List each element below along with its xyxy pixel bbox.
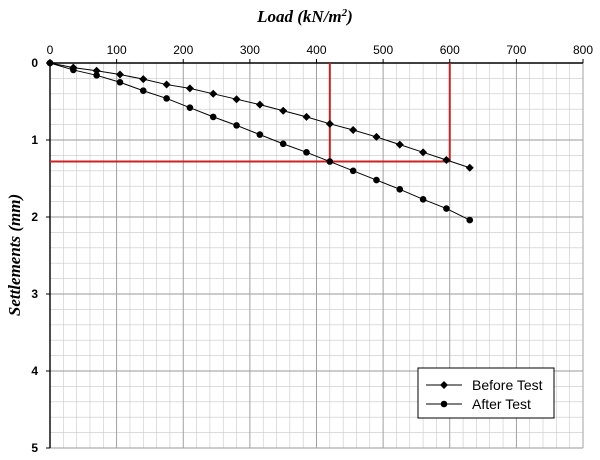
series-line xyxy=(49,62,470,221)
chart-title-superscript: 2 xyxy=(341,7,348,19)
data-point xyxy=(419,148,428,157)
data-point xyxy=(256,131,264,138)
chart-title-suffix: ) xyxy=(345,7,353,26)
legend-marker xyxy=(440,400,448,408)
data-point xyxy=(396,185,404,193)
y-tick-label: 3 xyxy=(31,287,38,301)
legend-entry: Before Test xyxy=(426,377,543,393)
data-point xyxy=(139,75,148,84)
data-point xyxy=(139,87,147,95)
data-point xyxy=(419,195,427,203)
x-tick-label: 300 xyxy=(240,43,260,57)
data-point xyxy=(442,156,451,165)
y-tick-label: 1 xyxy=(31,133,38,147)
legend-marker xyxy=(440,381,448,389)
data-point xyxy=(209,89,218,98)
data-point xyxy=(232,95,241,104)
y-tick-label: 0 xyxy=(31,56,38,70)
tick-labels: 0 100 200 300 400 500 600 700 800 0 1 2 3 4 5 xyxy=(31,43,593,455)
y-tick-label: 5 xyxy=(31,441,38,455)
data-point xyxy=(116,78,124,86)
x-tick-label: 800 xyxy=(573,43,593,57)
data-point xyxy=(372,132,381,141)
data-point xyxy=(209,113,217,121)
series-circle xyxy=(46,59,474,224)
data-point xyxy=(70,66,77,74)
legend-label: After Test xyxy=(472,396,531,412)
series-line xyxy=(49,62,470,169)
data-point xyxy=(443,205,450,212)
data-point xyxy=(326,158,334,165)
x-tick-label: 200 xyxy=(173,43,193,57)
data-point xyxy=(302,112,311,121)
data-point xyxy=(395,140,404,149)
data-point xyxy=(465,163,474,172)
data-series xyxy=(46,59,474,224)
x-tick-label: 400 xyxy=(306,43,326,57)
data-point xyxy=(185,84,194,93)
y-tick-label: 4 xyxy=(31,364,38,378)
legend-box xyxy=(417,367,555,419)
data-point xyxy=(186,104,194,111)
y-tick-label: 2 xyxy=(31,210,38,224)
legend-label: Before Test xyxy=(472,377,543,393)
reference-lines xyxy=(50,63,451,163)
x-tick-label: 0 xyxy=(47,43,54,57)
data-point xyxy=(303,149,310,156)
data-point xyxy=(115,70,124,79)
data-point xyxy=(233,122,240,129)
data-point xyxy=(279,106,288,115)
data-point xyxy=(163,95,170,102)
data-point xyxy=(279,140,287,148)
legend-entry: After Test xyxy=(426,396,531,412)
data-point xyxy=(162,80,171,89)
x-tick-label: 600 xyxy=(440,43,460,57)
x-tick-label: 500 xyxy=(373,43,393,57)
data-point xyxy=(46,59,54,67)
y-axis-label: Settlements (mm) xyxy=(5,194,24,316)
data-point xyxy=(325,119,334,128)
data-point xyxy=(349,125,358,134)
data-point xyxy=(466,216,474,224)
data-point xyxy=(349,167,357,175)
chart-title-main: Load (kN/m xyxy=(256,7,342,26)
x-tick-label: 100 xyxy=(107,43,127,57)
chart-title: Load (kN/m2) xyxy=(256,7,353,26)
data-point xyxy=(373,176,380,184)
data-point xyxy=(255,100,264,109)
x-tick-label: 700 xyxy=(506,43,526,57)
legend: Before Test After Test xyxy=(417,367,555,419)
data-point xyxy=(93,72,100,79)
